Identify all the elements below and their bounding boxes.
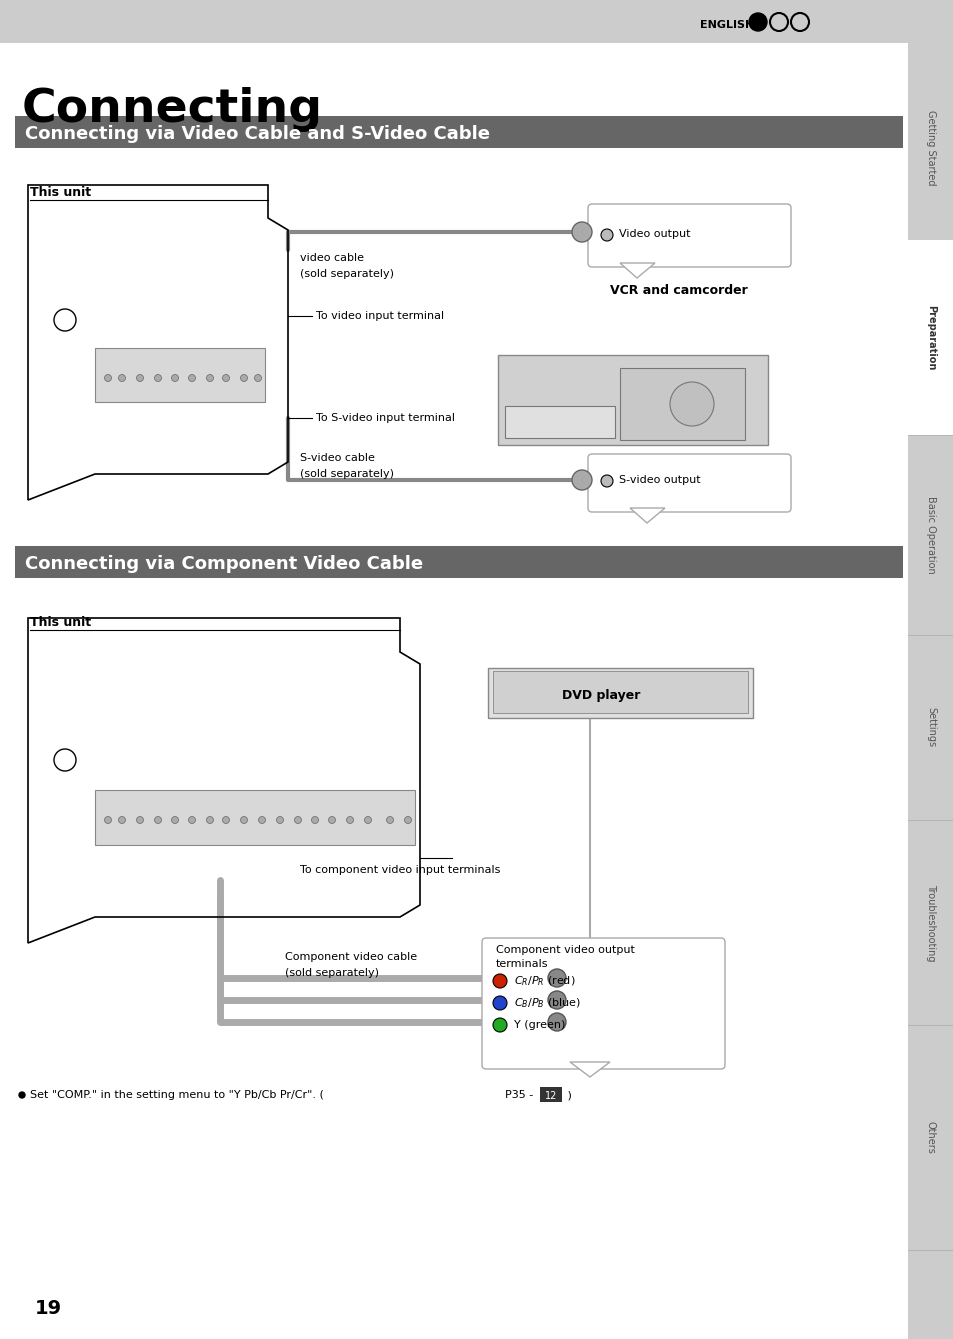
Polygon shape xyxy=(619,262,655,279)
Circle shape xyxy=(547,991,565,1010)
Circle shape xyxy=(136,817,143,823)
Text: This unit: This unit xyxy=(30,616,91,628)
Text: (sold separately): (sold separately) xyxy=(299,269,394,279)
Circle shape xyxy=(189,817,195,823)
Circle shape xyxy=(547,1014,565,1031)
Circle shape xyxy=(118,375,126,382)
Circle shape xyxy=(748,13,766,31)
Polygon shape xyxy=(569,1062,609,1077)
Circle shape xyxy=(240,817,247,823)
Text: ): ) xyxy=(563,1090,571,1101)
Bar xyxy=(497,355,767,445)
Circle shape xyxy=(172,817,178,823)
FancyBboxPatch shape xyxy=(481,939,724,1069)
Text: Y (green): Y (green) xyxy=(514,1020,565,1030)
Circle shape xyxy=(328,817,335,823)
Bar xyxy=(906,240,953,435)
Circle shape xyxy=(312,817,318,823)
Bar xyxy=(504,406,615,438)
Circle shape xyxy=(346,817,354,823)
Text: Settings: Settings xyxy=(925,707,935,747)
Bar xyxy=(539,1087,561,1102)
Bar xyxy=(15,546,902,578)
Text: Basic Operation: Basic Operation xyxy=(925,497,935,574)
Bar xyxy=(907,0,953,1339)
Circle shape xyxy=(600,229,613,241)
Text: S-video output: S-video output xyxy=(618,475,700,485)
Circle shape xyxy=(222,375,230,382)
Circle shape xyxy=(154,817,161,823)
Text: video cable: video cable xyxy=(299,253,364,262)
Circle shape xyxy=(669,382,713,426)
Circle shape xyxy=(254,375,261,382)
Bar xyxy=(95,348,265,402)
Text: ENGLISH: ENGLISH xyxy=(700,20,754,29)
Text: Getting Started: Getting Started xyxy=(925,110,935,185)
Circle shape xyxy=(386,817,393,823)
FancyBboxPatch shape xyxy=(587,204,790,266)
Bar xyxy=(493,671,747,712)
Circle shape xyxy=(222,817,230,823)
Circle shape xyxy=(600,475,613,487)
Text: Preparation: Preparation xyxy=(925,305,935,370)
Text: DVD player: DVD player xyxy=(561,690,639,703)
Circle shape xyxy=(19,1093,25,1098)
Text: To component video input terminals: To component video input terminals xyxy=(299,865,500,874)
Circle shape xyxy=(206,375,213,382)
Bar xyxy=(619,368,744,441)
Text: (sold separately): (sold separately) xyxy=(285,968,378,977)
Text: $C_R/P_R$ (red): $C_R/P_R$ (red) xyxy=(514,975,575,988)
Text: Video output: Video output xyxy=(618,229,690,238)
Circle shape xyxy=(136,375,143,382)
FancyBboxPatch shape xyxy=(587,454,790,511)
Bar xyxy=(0,0,909,43)
Bar xyxy=(488,668,752,718)
Text: Component video cable: Component video cable xyxy=(285,952,416,961)
Text: To video input terminal: To video input terminal xyxy=(315,311,444,321)
Text: (sold separately): (sold separately) xyxy=(299,469,394,479)
Circle shape xyxy=(572,222,592,242)
Circle shape xyxy=(258,817,265,823)
Text: $C_B/P_B$ (blue): $C_B/P_B$ (blue) xyxy=(514,996,580,1010)
Circle shape xyxy=(404,817,411,823)
Text: VCR and camcorder: VCR and camcorder xyxy=(609,284,747,296)
Text: Connecting via Video Cable and S-Video Cable: Connecting via Video Cable and S-Video C… xyxy=(25,125,490,143)
Text: To S-video input terminal: To S-video input terminal xyxy=(315,412,455,423)
Text: 12: 12 xyxy=(544,1091,557,1101)
Circle shape xyxy=(105,375,112,382)
Circle shape xyxy=(294,817,301,823)
Text: terminals: terminals xyxy=(496,959,548,969)
Bar xyxy=(15,116,902,149)
Circle shape xyxy=(364,817,371,823)
Text: Others: Others xyxy=(925,1121,935,1154)
Circle shape xyxy=(547,969,565,987)
Circle shape xyxy=(276,817,283,823)
Circle shape xyxy=(240,375,247,382)
Circle shape xyxy=(105,817,112,823)
Circle shape xyxy=(493,996,506,1010)
Text: Connecting via Component Video Cable: Connecting via Component Video Cable xyxy=(25,554,423,573)
Text: Component video output: Component video output xyxy=(496,945,634,955)
Circle shape xyxy=(118,817,126,823)
Circle shape xyxy=(206,817,213,823)
Circle shape xyxy=(493,1018,506,1032)
Text: Troubleshooting: Troubleshooting xyxy=(925,884,935,961)
Text: Set "COMP." in the setting menu to "Y Pb/Cb Pr/Cr". (: Set "COMP." in the setting menu to "Y Pb… xyxy=(30,1090,323,1101)
Circle shape xyxy=(189,375,195,382)
Circle shape xyxy=(154,375,161,382)
Text: P35 -: P35 - xyxy=(504,1090,533,1101)
Text: Connecting: Connecting xyxy=(22,87,323,133)
Bar xyxy=(95,790,415,845)
Circle shape xyxy=(572,470,592,490)
Text: 19: 19 xyxy=(35,1299,62,1318)
Text: S-video cable: S-video cable xyxy=(299,453,375,463)
Polygon shape xyxy=(629,507,664,524)
Text: This unit: This unit xyxy=(30,186,91,198)
Circle shape xyxy=(172,375,178,382)
Circle shape xyxy=(493,973,506,988)
